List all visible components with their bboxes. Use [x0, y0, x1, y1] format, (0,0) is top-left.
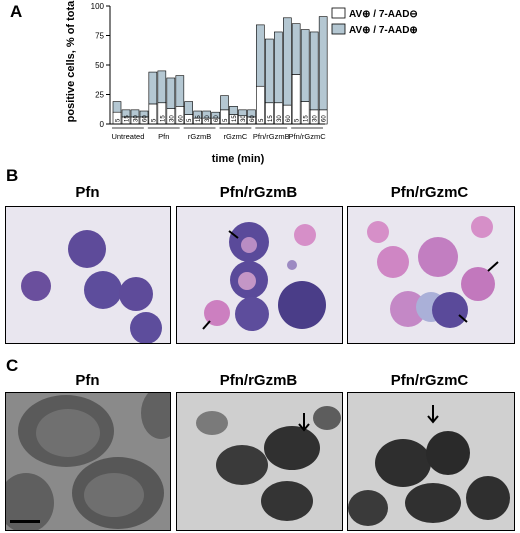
bar-segment-av-7aad-pos [283, 17, 292, 106]
chart-a: positive cells, % of total time (min) 0 2… [65, 0, 418, 165]
bar-segment-av-7aad-pos [175, 75, 185, 107]
group-label: Pfn/rGzmB [253, 132, 290, 141]
bar-segment-av-7aad-pos [157, 70, 167, 104]
legend-swatch [331, 23, 346, 35]
panel-c-letter: C [6, 356, 19, 375]
bar-segment-av-7aad-neg [291, 74, 301, 125]
panel-c-title-3: Pfn/rGzmC [390, 372, 469, 389]
cells-c-pfn-rgzmc [348, 393, 514, 530]
time-tick-label: 15 [125, 115, 131, 122]
panel-b-title-3: Pfn/rGzmC [390, 184, 469, 201]
bar-segment-av-7aad-pos [229, 106, 238, 115]
cells-b-pfn-rgzmb [202, 222, 326, 331]
bar-segment-av-7aad-pos [130, 109, 140, 118]
cells-b-pfn [21, 230, 162, 343]
bar-segment-av-7aad-pos [211, 111, 220, 119]
panel-c-title-1: Pfn [75, 372, 100, 389]
time-tick-label: 60 [250, 115, 256, 122]
panel-c-title-2: Pfn/rGzmB [219, 372, 298, 389]
panel-b-title-2: Pfn/rGzmB [219, 184, 298, 201]
time-tick-label: 15 [196, 115, 202, 122]
time-tick-label: 30 [241, 115, 247, 122]
time-tick-label: 5 [151, 118, 157, 122]
micrograph-b-pfn-rgzmb [176, 206, 343, 344]
micrograph-c-pfn-rgzmc [347, 392, 515, 531]
x-axis-label: time (min) [212, 153, 265, 165]
time-tick-label: 5 [259, 118, 265, 122]
time-tick-label: 15 [160, 115, 166, 122]
panel-b-letter: B [6, 166, 19, 185]
bar-segment-av-7aad-pos [121, 109, 131, 118]
micrograph-c-pfn [5, 392, 171, 531]
time-tick-label: 5 [187, 118, 193, 122]
y-tick-label: 25 [95, 91, 104, 100]
micrograph-b-pfn [5, 206, 171, 344]
bar-segment-av-7aad-pos [148, 71, 158, 105]
bar-segment-av-7aad-neg [256, 85, 265, 125]
bar-segment-av-7aad-pos [265, 38, 274, 104]
bar-segment-av-7aad-pos [184, 101, 193, 115]
time-tick-label: 5 [116, 118, 122, 122]
bar-segment-av-7aad-pos [202, 110, 211, 119]
scale-bar [10, 520, 40, 523]
bar-segment-av-7aad-pos [247, 109, 256, 118]
time-tick-label: 60 [214, 115, 220, 122]
time-tick-label: 60 [286, 115, 292, 122]
bar-segment-av-7aad-pos [318, 16, 328, 111]
group-label: Untreated [111, 132, 144, 141]
cells-c-pfn-rgzmb [177, 393, 342, 530]
bar-segment-av-7aad-pos [274, 31, 283, 104]
y-tick-label: 100 [91, 2, 105, 11]
micrograph-b-pfn-rgzmc [347, 206, 515, 344]
time-tick-label: 30 [134, 115, 140, 122]
group-label: rGzmB [188, 132, 211, 141]
legend-label: AV⊕ / 7-AAD⊖ [349, 9, 418, 20]
panel-a-letter: A [10, 2, 23, 21]
time-tick-label: 5 [223, 118, 229, 122]
group-label: rGzmC [224, 132, 248, 141]
y-axis-label: positive cells, % of total [65, 0, 77, 122]
y-tick-label: 50 [95, 61, 104, 70]
y-tick-label: 0 [100, 120, 105, 129]
time-tick-label: 30 [169, 115, 175, 122]
time-tick-label: 60 [322, 115, 328, 122]
cells-b-pfn-rgzmc [367, 216, 499, 328]
group-label: Pfn [158, 132, 169, 141]
time-tick-label: 30 [313, 115, 319, 122]
bar-segment-av-7aad-pos [300, 29, 310, 102]
time-tick-label: 30 [277, 115, 283, 122]
y-tick-label: 75 [95, 32, 104, 41]
time-tick-label: 60 [178, 115, 184, 122]
bar-segment-av-7aad-pos [309, 31, 319, 111]
bar-segment-av-7aad-pos [112, 101, 122, 113]
legend-label: AV⊕ / 7-AAD⊕ [349, 25, 418, 36]
cells-c-pfn [6, 393, 170, 530]
bar-segment-av-7aad-pos [238, 109, 247, 117]
group-label: Pfn/rGzmC [289, 132, 327, 141]
panel-b-title-1: Pfn [75, 184, 100, 201]
micrograph-c-pfn-rgzmb [176, 392, 343, 531]
bar-segment-av-7aad-pos [139, 110, 149, 118]
bar-segment-av-7aad-pos [220, 95, 229, 111]
time-tick-label: 60 [143, 115, 149, 122]
time-tick-label: 15 [232, 115, 238, 122]
time-tick-label: 15 [268, 115, 274, 122]
bar-segment-av-7aad-pos [193, 110, 202, 119]
time-tick-label: 30 [205, 115, 211, 122]
bar-segment-av-7aad-pos [256, 24, 265, 87]
time-tick-label: 15 [304, 115, 310, 122]
bar-segment-av-7aad-pos [291, 23, 301, 75]
legend-swatch [331, 7, 346, 19]
bar-segment-av-7aad-pos [166, 77, 176, 109]
time-tick-label: 5 [295, 118, 301, 122]
